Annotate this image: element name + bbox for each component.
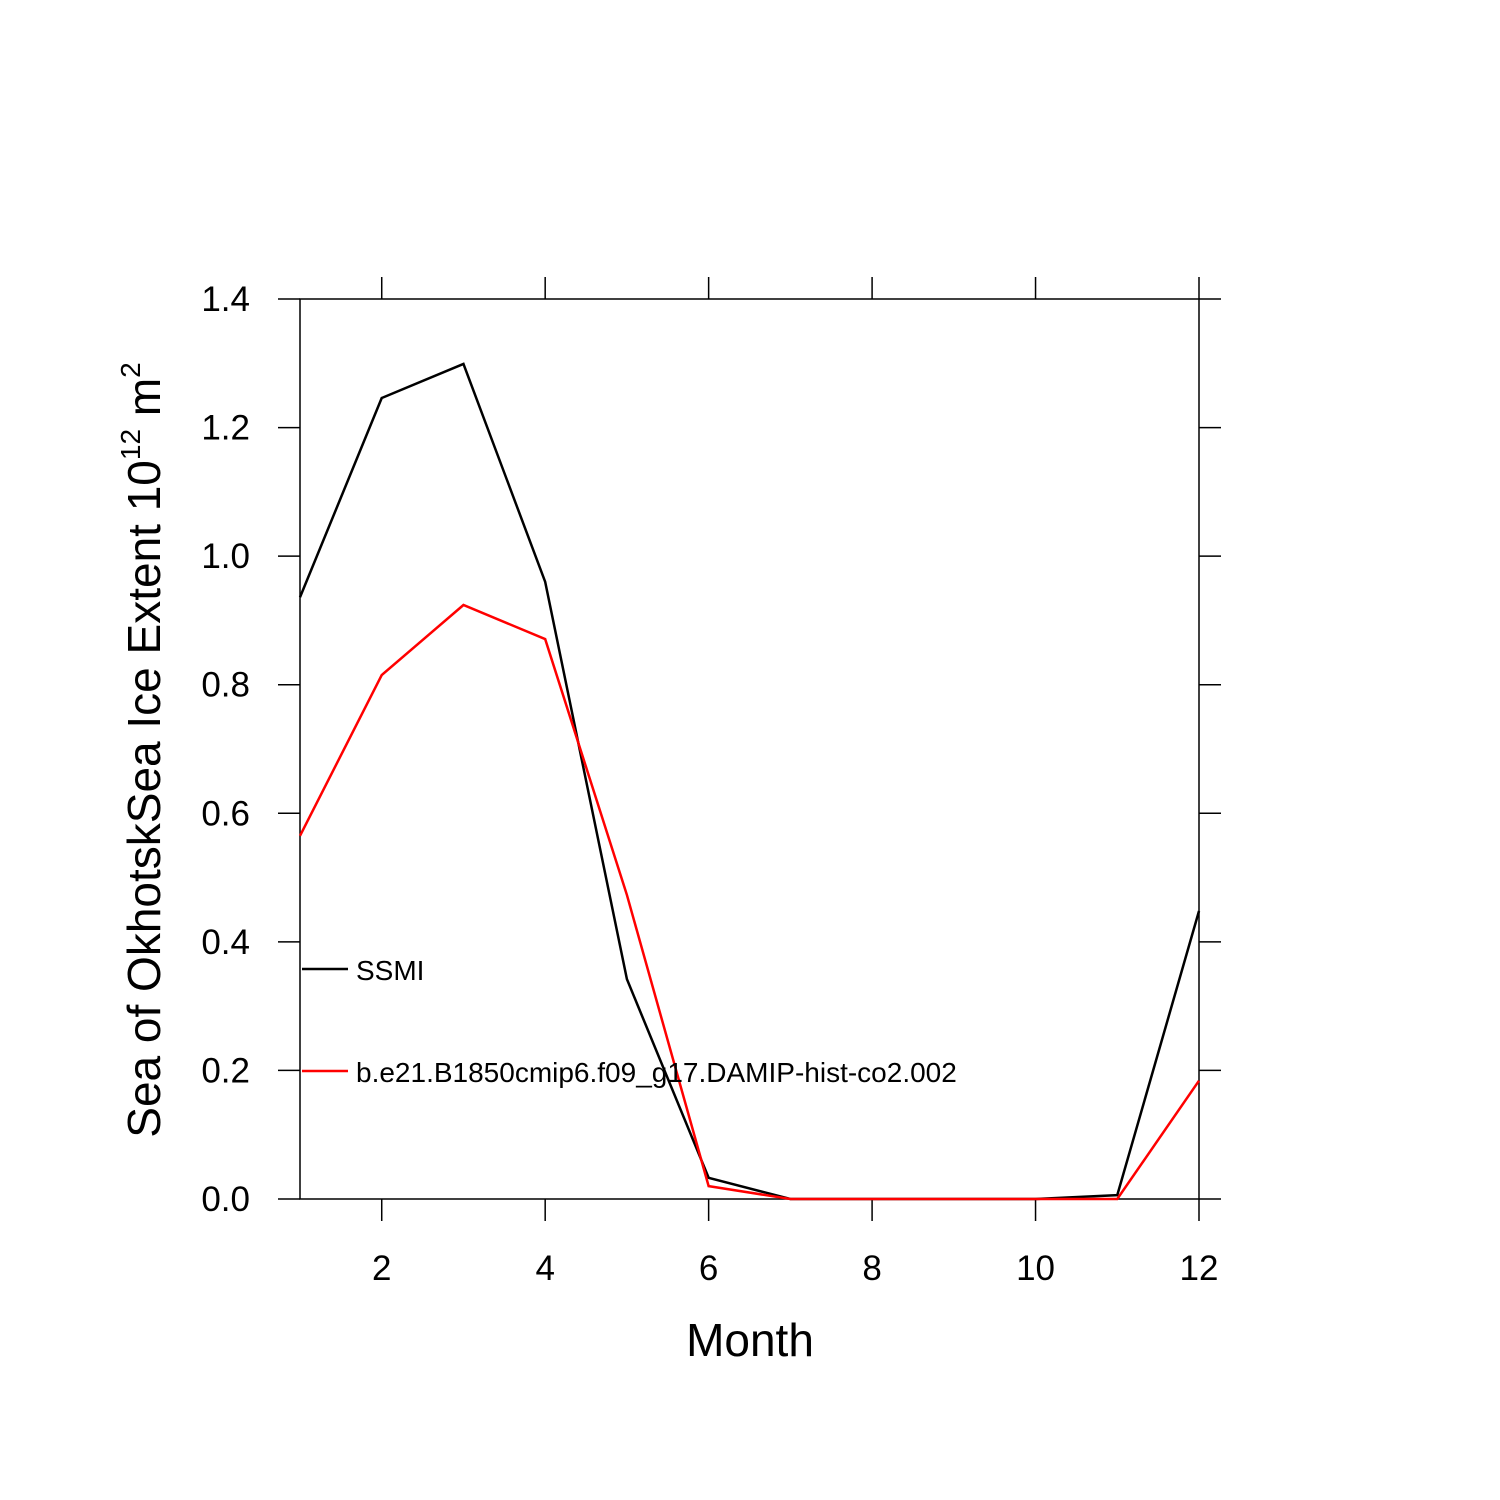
y-tick-label: 0.2: [201, 1051, 250, 1090]
y-axis-label: Sea of OkhotskSea Ice Extent 1012 m2: [115, 362, 170, 1137]
y-axis-label-part: 2: [115, 362, 146, 378]
y-tick-label: 1.4: [201, 280, 250, 319]
x-tick-label: 10: [1016, 1249, 1055, 1288]
x-tick-label: 6: [699, 1249, 718, 1288]
y-axis-label-part: 12: [115, 429, 146, 460]
y-tick-label: 0.8: [201, 666, 250, 705]
legend-label: SSMI: [356, 955, 424, 986]
y-axis-label-part: Sea of OkhotskSea Ice Extent 10: [118, 460, 170, 1138]
x-tick-label: 12: [1180, 1249, 1219, 1288]
y-axis-label-part: m: [118, 378, 170, 429]
x-tick-label: 8: [862, 1249, 881, 1288]
y-tick-label: 0.6: [201, 794, 250, 833]
series-line: [298, 603, 1201, 1201]
legend-label: b.e21.B1850cmip6.f09_g17.DAMIP-hist-co2.…: [356, 1057, 957, 1088]
plot-frame: [299, 298, 1200, 1200]
x-tick-label: 4: [535, 1249, 554, 1288]
x-tick-label: 2: [372, 1249, 391, 1288]
y-tick-label: 0.4: [201, 923, 250, 962]
y-tick-label: 0.0: [201, 1180, 250, 1219]
x-axis-label: Month: [686, 1314, 814, 1366]
y-tick-label: 1.0: [201, 537, 250, 576]
y-tick-label: 1.2: [201, 409, 250, 448]
